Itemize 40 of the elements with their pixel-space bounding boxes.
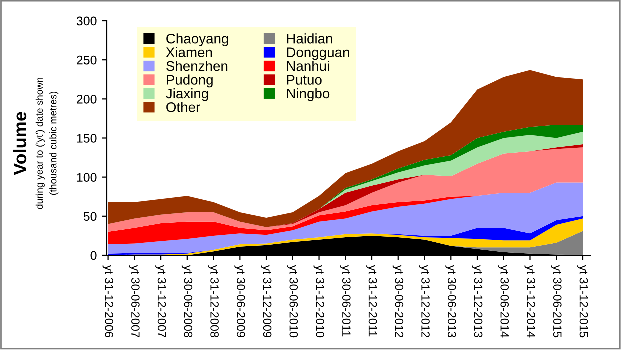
x-tick-label: yt 31-12-2012 [419, 265, 430, 338]
x-tick-label: yt 31-12-2008 [208, 265, 219, 338]
legend-label: Nanhui [287, 61, 330, 72]
x-tick-label: yt 30-06-2010 [287, 265, 298, 338]
x-tick-label: yt 31-12-2011 [366, 265, 378, 337]
legend-label: Pudong [167, 74, 213, 88]
legend-label: Xiamen [166, 47, 212, 58]
x-tick-label: yt 30-06-2015 [551, 265, 562, 338]
x-tick-label: yt 30-06-2008 [182, 265, 193, 338]
y-tick-label: 250 [77, 56, 97, 65]
text: during year to ('yt') date shown [36, 78, 45, 210]
y-tick-label: 200 [77, 94, 97, 104]
x-tick-label: yt 31-12-2007 [156, 265, 166, 338]
x-tick-label: yt 30-06-2011 [340, 265, 351, 337]
x-tick-label: yt 30-06-2012 [392, 265, 404, 338]
legend-label: Other [166, 102, 200, 112]
x-tick-label: yt 30-06-2014 [498, 265, 510, 338]
y-tick-label: 150 [77, 134, 97, 143]
x-tick-label: yt 31-12-2009 [261, 265, 272, 338]
x-tick-label: yt 31-12-2010 [314, 265, 324, 338]
y-tick-label: 300 [76, 16, 97, 26]
text: (thousand cubic metres) [50, 92, 59, 196]
legend-label: Shenzhen [166, 61, 228, 72]
legend-label: Jiaxing [166, 88, 208, 102]
legend-label: Haidian [287, 34, 332, 44]
legend-label: Dongguan [287, 48, 350, 60]
x-tick-label: yt 31-12-2015 [577, 265, 588, 338]
legend-label: Chaoyang [166, 34, 228, 47]
y-axis-title: Volume [13, 112, 27, 176]
x-tick-label: yt 30-06-2007 [129, 265, 140, 338]
y-tick-label: 0 [90, 251, 97, 260]
x-tick-label: yt 31-12-2013 [472, 265, 483, 338]
legend-label: Putuo [287, 75, 322, 85]
x-tick-label: yt 30-06-2013 [446, 265, 456, 338]
legend-label: Ningbo [287, 88, 330, 102]
y-tick-label: 100 [77, 173, 97, 182]
y-tick-label: 50 [84, 212, 97, 222]
x-tick-label: yt 30-06-2009 [234, 265, 246, 338]
x-tick-label: yt 31-12-2014 [524, 265, 536, 338]
x-tick-label: yt 31-12-2006 [102, 265, 114, 338]
